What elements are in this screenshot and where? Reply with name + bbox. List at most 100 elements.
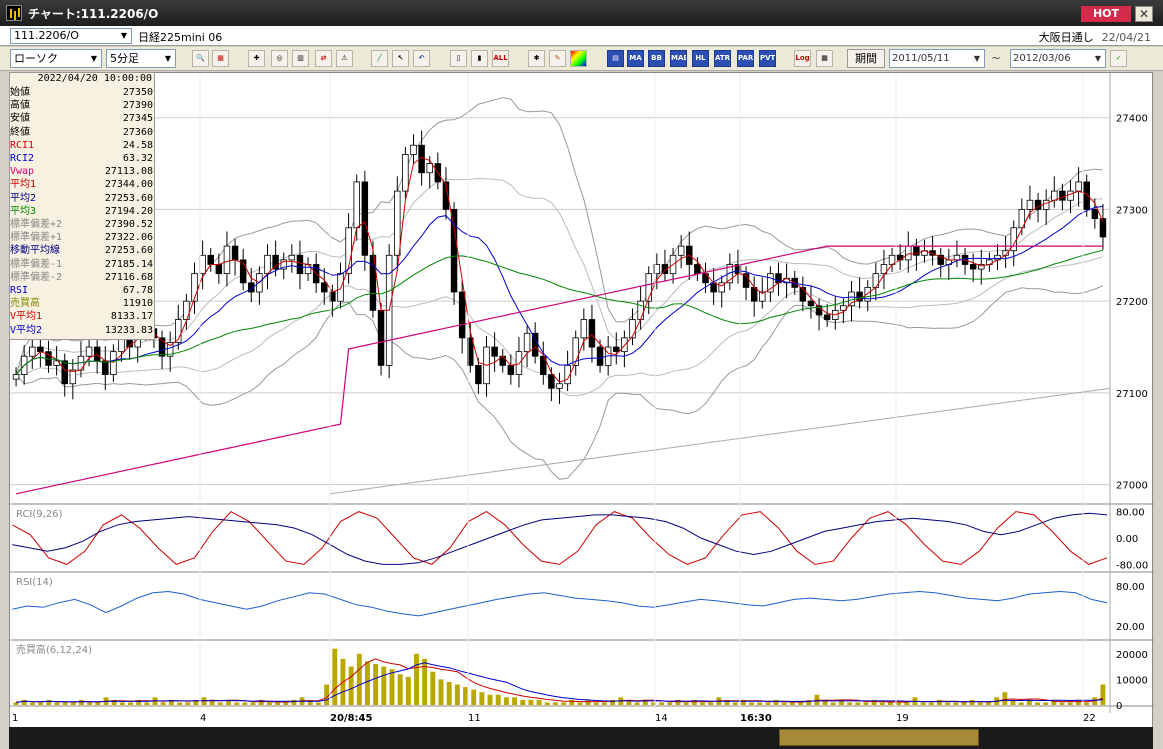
atr-button[interactable]: ATR (714, 50, 731, 67)
candles-icon[interactable]: ▮ (471, 50, 488, 67)
data-value: 67.78 (122, 285, 153, 296)
bb-button[interactable]: BB (648, 50, 665, 67)
data-value: 8133.17 (110, 311, 153, 323)
close-icon[interactable]: ✕ (1135, 6, 1153, 22)
indicator-settings-icon[interactable]: ▤ (607, 50, 624, 67)
zoom-icon[interactable]: 🔍 (192, 50, 209, 67)
data-row: RCI2 63.32 (10, 152, 156, 165)
data-key: 平均3 (10, 205, 37, 217)
candle-body (905, 245, 912, 261)
x-tick-label: 16:30 (740, 713, 772, 724)
data-key: 売買高 (10, 298, 40, 310)
volume-bar (1075, 699, 1081, 705)
candle-body (1067, 190, 1074, 201)
chevron-down-icon[interactable]: ▼ (164, 54, 172, 63)
tool-icon[interactable]: ✎ (549, 50, 566, 67)
apply-check-icon[interactable]: ✓ (1110, 50, 1127, 67)
date-from-field[interactable]: 2011/05/11 ▼ (889, 49, 985, 68)
calendar-dropdown-icon[interactable]: ▼ (973, 54, 981, 63)
volume-bar (168, 699, 174, 705)
chevron-down-icon[interactable]: ▼ (90, 54, 98, 63)
data-key: 移動平均線 (10, 245, 60, 257)
volume-bar (855, 702, 861, 705)
candle-body (1059, 190, 1066, 201)
cursor-icon[interactable]: ↖ (392, 50, 409, 67)
chevron-down-icon[interactable]: ▼ (117, 29, 131, 43)
period-select[interactable]: 5分足 ▼ (106, 49, 176, 68)
hot-button[interactable]: HOT (1081, 6, 1131, 22)
candle-body (369, 254, 377, 311)
trend-line (329, 387, 1111, 495)
scroll-thumb[interactable] (779, 729, 979, 746)
candle-body (1042, 199, 1050, 210)
candle-body (467, 337, 474, 366)
split-view-icon[interactable]: ▦ (212, 50, 229, 67)
volume-bar (348, 666, 354, 705)
pvt-button[interactable]: PVT (759, 50, 776, 67)
volume-bar (119, 702, 125, 705)
volume-bar (70, 702, 76, 705)
chart-canvas[interactable]: 27400 27300 27200 27100 27000 80.00 0.00 -80.00… (10, 73, 1154, 745)
data-row: 終値 27360 (10, 126, 156, 139)
calendar-dropdown-icon[interactable]: ▼ (1094, 54, 1102, 63)
candle-icon[interactable]: ▯ (450, 50, 467, 67)
x-tick-label: 20/8:45 (330, 713, 372, 724)
volume-bar (160, 702, 166, 705)
volume-bar (283, 702, 289, 705)
draw-line-icon[interactable]: ╱ (371, 50, 388, 67)
bar-chart-icon[interactable]: ▥ (292, 50, 309, 67)
data-row: 移動平均線 27253.60 (10, 244, 156, 257)
volume-bar (830, 702, 836, 705)
all-button[interactable]: ALL (492, 50, 509, 67)
period-button[interactable]: 期間 (847, 49, 885, 68)
bollinger-band-line (15, 177, 1103, 375)
volume-bar (667, 702, 673, 705)
candle-body (450, 209, 458, 293)
log-button[interactable]: Log (794, 50, 811, 67)
date-to-field[interactable]: 2012/03/06 ▼ (1010, 49, 1106, 68)
scrollbar[interactable] (9, 727, 1153, 749)
volume-bar (128, 702, 133, 705)
data-row: V平均2 13233.83 (10, 324, 156, 337)
chart-type-select[interactable]: ローソク ▼ (10, 49, 102, 68)
magnify-icon[interactable]: ◎ (271, 50, 288, 67)
symbol-select[interactable]: 111.2206/O ▼ (10, 28, 132, 44)
data-window: 2022/04/20 10:00:00 始値 27350 高値 27390 安値 2734… (9, 72, 155, 340)
par-button[interactable]: PAR (737, 50, 754, 67)
candle-body (321, 282, 328, 293)
range-tilde: ~ (991, 51, 1002, 65)
volume-bar (87, 702, 93, 705)
chart-area[interactable]: 27400 27300 27200 27100 27000 80.00 0.00 -80.00… (9, 72, 1154, 745)
exchange-label: 大阪日通し (1038, 31, 1094, 44)
palette-icon[interactable]: ✱ (528, 50, 545, 67)
volume-bar (193, 699, 199, 705)
volume-bar (454, 684, 460, 705)
grid-icon[interactable]: ▦ (816, 50, 833, 67)
warning-icon[interactable]: ⚠ (336, 50, 353, 67)
color-icon[interactable] (570, 50, 587, 67)
volume-bar (659, 702, 665, 705)
compare-icon[interactable]: ⇄ (315, 50, 332, 67)
rci-tick-label: 0.00 (1116, 534, 1138, 545)
volume-bar (79, 699, 84, 705)
price-tick-label: 27100 (1116, 389, 1148, 400)
x-tick-label: 19 (896, 713, 909, 724)
candle-body (361, 181, 369, 256)
candle-body (572, 337, 579, 366)
undo-icon[interactable]: ↶ (413, 50, 430, 67)
candle-body (978, 264, 985, 270)
candle-body (937, 254, 944, 265)
candle-settings-icon[interactable]: ✚ (248, 50, 265, 67)
x-tick-label: 22 (1083, 713, 1096, 724)
candle-body (523, 332, 531, 353)
volume-bar (479, 692, 485, 705)
candle-body (710, 282, 717, 293)
candle-body (239, 259, 247, 284)
hl-button[interactable]: HL (692, 50, 709, 67)
candle-body (337, 273, 344, 302)
bollinger-band-line (15, 285, 1104, 480)
volume-bar (13, 702, 19, 705)
mae-button[interactable]: MAE (670, 50, 687, 67)
ma-button[interactable]: MA (627, 50, 644, 67)
data-key: 標準偏差-1 (10, 258, 63, 270)
